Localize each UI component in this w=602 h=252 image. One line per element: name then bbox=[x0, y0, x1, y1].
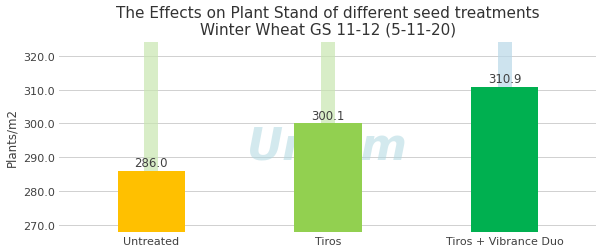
Y-axis label: Plants/m2: Plants/m2 bbox=[5, 108, 19, 167]
Bar bbox=[118, 171, 185, 252]
Text: Unium: Unium bbox=[247, 125, 408, 168]
Text: 300.1: 300.1 bbox=[311, 109, 344, 122]
Text: 286.0: 286.0 bbox=[135, 157, 168, 170]
Title: The Effects on Plant Stand of different seed treatments
Winter Wheat GS 11-12 (5: The Effects on Plant Stand of different … bbox=[116, 6, 540, 38]
Bar bbox=[321, 43, 335, 232]
Bar bbox=[471, 87, 538, 252]
Text: 310.9: 310.9 bbox=[488, 73, 521, 86]
Bar bbox=[497, 43, 512, 232]
Bar bbox=[144, 43, 158, 232]
Bar bbox=[294, 123, 362, 252]
